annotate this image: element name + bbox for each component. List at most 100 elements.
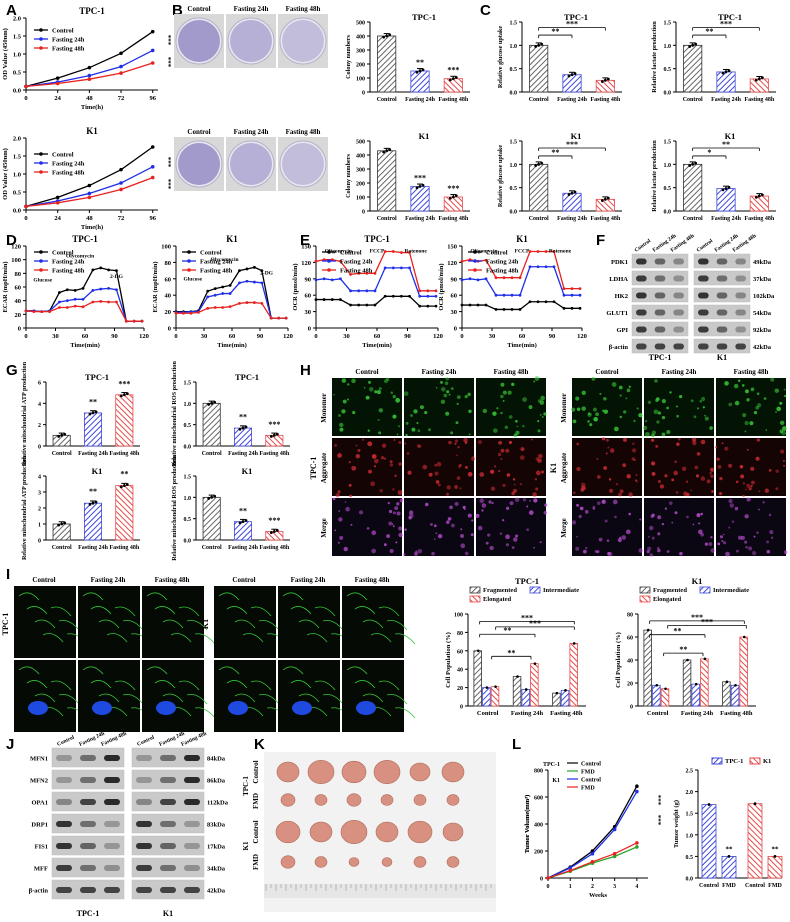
cell-signal xyxy=(374,458,379,464)
cell-signal xyxy=(766,549,771,554)
legend-label: Fasting 48h xyxy=(486,268,519,275)
protein-label: β-actin xyxy=(29,888,49,895)
blot-band xyxy=(104,843,120,849)
legend-marker xyxy=(187,259,191,263)
data-point xyxy=(124,319,128,323)
y-tick-label: 1.5 xyxy=(510,140,518,146)
chart-title: K1 xyxy=(242,466,253,476)
y-tick-label: 80 xyxy=(457,631,463,637)
cell-signal xyxy=(753,410,758,415)
legend-marker xyxy=(327,259,331,263)
data-point xyxy=(383,266,387,270)
cell-signal xyxy=(526,528,530,532)
cell-signal xyxy=(742,482,746,485)
cell-signal xyxy=(446,492,450,496)
x-tick-label: 60 xyxy=(229,333,236,340)
data-point xyxy=(391,294,395,298)
cell-signal xyxy=(744,514,749,519)
x-tick-label: 48 xyxy=(86,215,93,222)
data-point xyxy=(260,302,264,305)
legend-swatch xyxy=(469,595,481,603)
y-tick-label: 1.5 xyxy=(664,140,672,146)
y-tick-label: 90 xyxy=(451,276,458,283)
y-tick-label: 0.5 xyxy=(13,190,22,197)
cell-signal xyxy=(733,383,739,389)
data-point xyxy=(536,250,540,253)
mitochondria-signal xyxy=(378,680,400,691)
cell-signal xyxy=(744,540,748,544)
x-tick-label: Fasting 24h xyxy=(511,710,544,717)
plates-k1: Control Fasting 24h Fasting 48h xyxy=(174,128,328,191)
replicate-dot xyxy=(213,494,217,498)
data-point xyxy=(24,309,28,313)
legend-marker xyxy=(39,170,43,174)
cell-signal xyxy=(367,441,373,447)
cell-signal xyxy=(437,533,443,539)
bar-intermediate xyxy=(482,687,491,707)
tumor xyxy=(381,857,393,867)
row-label: Monomer xyxy=(560,393,568,423)
replicate-dot xyxy=(600,199,604,202)
legend-label: Control xyxy=(52,250,74,257)
data-point xyxy=(55,81,60,86)
replicate-dot xyxy=(57,523,61,527)
legend-label: Fasting 48h xyxy=(52,170,85,177)
replicate-dot xyxy=(688,45,692,48)
legend-label: Fasting 24h xyxy=(52,37,85,44)
cell-signal xyxy=(742,413,747,418)
cell-signal xyxy=(502,399,505,402)
x-tick-label: 0 xyxy=(460,333,463,340)
cell-signal xyxy=(537,420,540,423)
data-point xyxy=(253,301,256,304)
y-tick-label: 0.5 xyxy=(686,855,694,861)
cell-signal xyxy=(695,474,700,478)
replicate-dot xyxy=(122,393,126,397)
y-tick-label: 0 xyxy=(362,210,365,216)
blot-band xyxy=(716,309,728,316)
cell-signal xyxy=(409,413,414,418)
blot-band xyxy=(104,755,120,761)
blot-band xyxy=(654,258,666,265)
significance-label: *** xyxy=(164,57,172,68)
tumor xyxy=(314,856,328,868)
y-tick-label: 1.0 xyxy=(686,833,694,839)
cell-signal xyxy=(694,465,699,470)
cell-signal xyxy=(464,441,468,444)
legend-swatch xyxy=(529,586,541,594)
lane-label: Control xyxy=(634,238,653,254)
cell-signal xyxy=(657,532,661,536)
mitochondria-signal xyxy=(362,693,384,703)
mitochondria-signal xyxy=(218,592,240,601)
cell-signal xyxy=(666,550,670,553)
legend-label: Elongated xyxy=(653,596,682,603)
injection-label: Olycomycin xyxy=(210,257,238,263)
cell-signal xyxy=(755,456,760,461)
y-tick-label: 1.5 xyxy=(686,812,694,818)
lane-label: Control xyxy=(56,734,75,747)
replicate-dot xyxy=(603,78,607,82)
cell-signal xyxy=(417,548,423,554)
colony-plate xyxy=(279,17,327,65)
panel-label-d: D xyxy=(6,232,17,249)
blot-band xyxy=(636,258,647,265)
colony-plate xyxy=(279,140,327,188)
data-point xyxy=(245,279,249,283)
replicate-dot xyxy=(238,427,242,431)
significance-label: ** xyxy=(239,413,247,422)
injection-label: Oligomycin xyxy=(470,249,497,255)
data-point xyxy=(119,181,123,185)
cell-signal xyxy=(417,429,421,433)
blot-band xyxy=(104,799,120,805)
data-point xyxy=(150,175,155,180)
y-axis-label: Relative mitochondrial ATP production xyxy=(21,361,28,466)
lane-label: Fasting 48h xyxy=(100,731,127,748)
cell-signal xyxy=(721,442,724,445)
cell-signal xyxy=(381,443,387,448)
cell-signal xyxy=(455,421,459,425)
y-tick-label: 300 xyxy=(356,168,365,174)
legend-swatch xyxy=(749,757,761,765)
data-point xyxy=(544,300,548,304)
